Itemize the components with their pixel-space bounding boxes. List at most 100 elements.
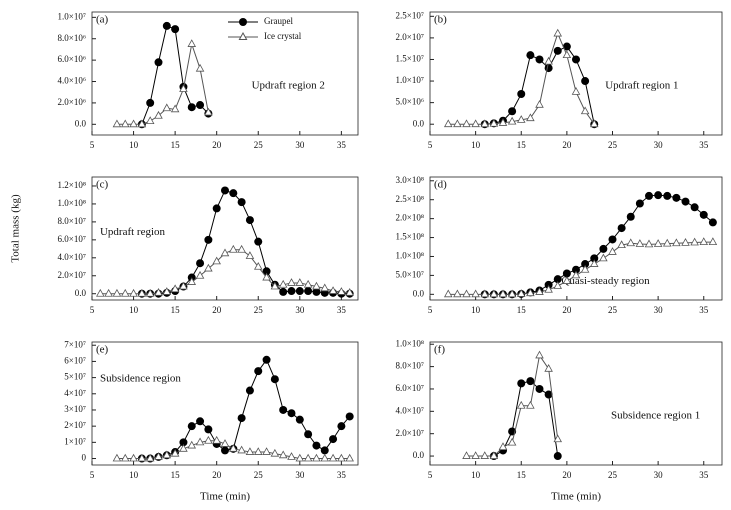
ice-marker (137, 119, 147, 128)
y-tick-label: 1.0×10⁸ (396, 338, 424, 348)
y-tick-label: 3.0×10⁸ (396, 175, 424, 185)
ice-marker (96, 288, 105, 297)
x-tick-label: 30 (295, 140, 305, 150)
y-tick-label: 1.5×10⁸ (396, 232, 424, 242)
ice-marker (328, 453, 338, 462)
ice-marker (162, 450, 172, 459)
ice-marker (278, 450, 288, 459)
panel-label: (a) (96, 14, 109, 26)
graupel-marker (171, 25, 180, 34)
ice-marker (129, 288, 138, 297)
legend-marker (239, 18, 247, 26)
x-tick-label: 20 (562, 140, 572, 150)
graupel-marker (254, 367, 263, 376)
annotation: Subsidence region (100, 372, 181, 384)
ice-marker (270, 448, 280, 457)
ice-marker (471, 451, 480, 459)
graupel-marker (295, 287, 304, 296)
ice-marker (137, 288, 147, 297)
y-tick-label: 0 (82, 453, 87, 463)
ice-marker (137, 453, 147, 462)
x-axis-title: Time (min) (551, 491, 601, 503)
x-tick-label: 10 (129, 140, 139, 150)
y-tick-label: 2.0×10⁶ (58, 97, 86, 107)
ice-marker (120, 453, 130, 462)
y-tick-label: 4×10⁷ (64, 388, 86, 398)
ice-marker (480, 289, 490, 298)
y-tick-label: 5.0×10⁷ (396, 269, 424, 279)
ice-marker (462, 451, 471, 459)
ice-marker (112, 288, 122, 297)
ice-marker (337, 453, 346, 462)
ice-marker (443, 289, 453, 298)
ice-marker (154, 110, 163, 119)
y-tick-label: 1.0×10⁷ (396, 75, 424, 85)
graupel-marker (304, 287, 313, 296)
ice-marker (237, 445, 246, 454)
graupel-marker (320, 446, 329, 455)
ice-marker (553, 28, 563, 37)
x-tick-label: 25 (254, 470, 264, 480)
ice-marker (154, 452, 163, 460)
graupel-marker (245, 386, 254, 395)
ice-marker (507, 116, 517, 125)
graupel-marker (287, 409, 296, 418)
graupel-marker (562, 269, 571, 278)
ice-marker (589, 259, 599, 267)
ice-marker (526, 400, 535, 409)
x-tick-label: 15 (517, 470, 527, 480)
ice-marker (608, 247, 617, 255)
ice-marker (303, 453, 313, 462)
series-line (141, 189, 350, 295)
ice-marker (644, 239, 654, 248)
x-tick-label: 30 (654, 140, 664, 150)
x-tick-label: 5 (428, 140, 433, 150)
ice-marker (498, 118, 508, 126)
ice-marker (129, 453, 138, 462)
ice-marker (187, 39, 197, 47)
ice-marker (345, 287, 354, 296)
ice-marker (145, 288, 155, 297)
ice-marker (195, 63, 205, 72)
ice-marker (328, 286, 338, 294)
x-tick-label: 15 (171, 140, 181, 150)
graupel-marker (204, 235, 213, 244)
ice-marker (337, 287, 346, 295)
graupel-marker (654, 191, 663, 200)
y-tick-label: 2.5×10⁷ (396, 10, 424, 20)
graupel-marker (517, 379, 526, 388)
ice-marker (145, 116, 155, 124)
graupel-marker (287, 287, 296, 296)
ice-marker (104, 288, 113, 297)
graupel-marker (229, 189, 238, 198)
ice-marker (170, 448, 180, 457)
ice-marker (489, 451, 499, 459)
ice-marker (507, 289, 517, 298)
y-tick-label: 2.5×10⁸ (396, 194, 424, 204)
ice-marker (635, 239, 645, 247)
graupel-marker (544, 64, 553, 73)
x-tick-label: 25 (608, 305, 618, 315)
annotation: Updraft region 1 (605, 79, 678, 91)
graupel-marker (304, 430, 313, 439)
y-tick-label: 5×10⁷ (64, 372, 86, 382)
ice-marker (154, 287, 163, 296)
graupel-marker (517, 90, 526, 98)
legend-label: Graupel (264, 16, 293, 26)
y-tick-label: 4.0×10⁷ (58, 252, 86, 262)
y-axis-title: Total mass (kg) (10, 194, 22, 263)
x-tick-label: 5 (90, 305, 95, 315)
ice-marker (287, 278, 296, 286)
y-tick-label: 2.0×10⁷ (396, 32, 424, 42)
ice-marker (187, 440, 197, 449)
x-tick-label: 35 (699, 305, 709, 315)
ice-marker (453, 119, 462, 128)
annotation: Updraft region (100, 226, 166, 238)
series-line (100, 249, 350, 295)
ice-marker (662, 238, 672, 247)
x-tick-label: 35 (337, 140, 347, 150)
plot-frame (429, 341, 723, 466)
x-tick-label: 20 (212, 140, 222, 150)
graupel-marker (508, 107, 517, 116)
